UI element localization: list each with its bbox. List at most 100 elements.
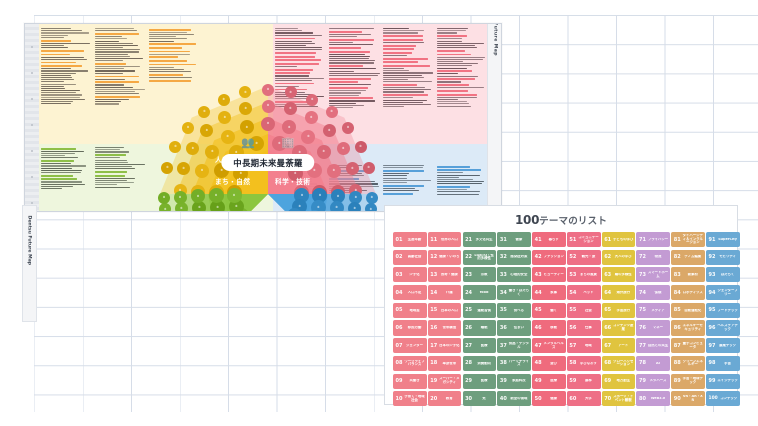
theme-chip[interactable]: 82 ゲノム編集 [671, 249, 705, 265]
theme-chip[interactable]: 96 ヘルスケアテック [706, 320, 740, 336]
theme-chip[interactable]: 70 スポーツ・イベント観戦 [601, 391, 636, 407]
theme-chip[interactable]: 08 ワークライフバランス [393, 355, 427, 371]
theme-chip[interactable]: 94 ジェンダーフリー [706, 285, 740, 301]
theme-chip[interactable]: 84 ロボティクス [671, 285, 705, 301]
theme-chip[interactable]: 57 地域 [566, 338, 601, 354]
theme-chip[interactable]: 98 宇宙 [706, 355, 740, 371]
theme-chip[interactable]: 34 働き・はたらく [497, 285, 531, 301]
theme-chip[interactable]: 97 農業テック [706, 338, 740, 354]
theme-list-panel[interactable]: 100テーマのリスト 01 生産年齢 11 世界の人口 21 多文化共生 31 健康 41 暮らす… [384, 205, 740, 407]
theme-chip[interactable]: 75 メディア [636, 302, 671, 318]
theme-chip[interactable]: 33 心理的安全 [497, 267, 531, 283]
theme-chip[interactable]: 24 food [462, 285, 497, 301]
theme-chip[interactable]: 67 アート [601, 338, 636, 354]
theme-chip[interactable]: 85 自動運転化 [671, 302, 705, 318]
theme-chip[interactable]: 37 食品・デジタル [497, 338, 531, 354]
theme-chip[interactable]: 03 少子化 [393, 267, 427, 283]
theme-chip[interactable]: 80 Web3.0 [636, 391, 671, 407]
theme-chip[interactable]: 29 医療 [462, 373, 497, 389]
theme-chip[interactable]: 54 ペット [566, 285, 601, 301]
theme-chip[interactable]: 68 グローバリゼーション [601, 355, 636, 371]
theme-chip[interactable]: 17 日本の少子化 [427, 338, 462, 354]
theme-chip[interactable]: 88 グリーンエネルギー [671, 355, 705, 371]
theme-chip[interactable]: 56 仕事 [566, 320, 601, 336]
theme-chip[interactable]: 45 働く [532, 302, 566, 318]
theme-chip[interactable]: 62 大人の学び [601, 249, 636, 265]
theme-chip[interactable]: 15 日本の人口 [427, 302, 462, 318]
theme-chip[interactable]: 66 コンテンツ産業 [601, 320, 636, 336]
theme-chip[interactable]: 86 エネルギーセキュリティ [671, 320, 705, 336]
theme-chip[interactable]: 38 パーソナライズ [497, 355, 531, 371]
theme-chip[interactable]: 09 共働き [393, 373, 427, 389]
theme-chip[interactable]: 04 人口不足 [393, 285, 427, 301]
theme-chip[interactable]: 28 消費動向 [462, 355, 497, 371]
theme-chip[interactable]: 50 健康 [532, 391, 566, 407]
theme-chip[interactable]: 35 食べる [497, 302, 531, 318]
theme-chip[interactable]: 42 ファッション [532, 249, 566, 265]
theme-chip[interactable]: 44 家事 [532, 285, 566, 301]
theme-chip[interactable]: 91 SuperCity [706, 232, 740, 248]
theme-chip[interactable]: 51 コミュニケーション [566, 232, 601, 248]
theme-chip[interactable]: 92 モビリティ [706, 249, 740, 265]
theme-chip[interactable]: 43 ビューティー [532, 267, 566, 283]
theme-chip[interactable]: 99 エイジテック [706, 373, 740, 389]
theme-chip[interactable]: 77 自然との共生 [636, 338, 671, 354]
theme-chip[interactable]: 20 教育 [427, 391, 462, 407]
theme-chip[interactable]: 18 単身世帯 [427, 355, 462, 371]
theme-chip[interactable]: 16 世帯構造 [427, 320, 462, 336]
theme-chip[interactable]: 74 保険 [636, 285, 671, 301]
future-map-poster[interactable]: ✻ ✻ ✻ ✻ ✻ ✻ ✻ ✻ ✻ ✻ ✻ ✻ ✻ ✻ ✻ ✻ ✻ ✻ ✻ ✻ ✻ ✻ ✻ ✻ ✻ ✻ ✻ ✻ ✻ ✻ ✻ ✻ ✻ ✻ ✻ ✻ ✻ ✻ ✻ ✻… [24, 23, 502, 212]
theme-chip[interactable]: 90 VR・AR・XR [671, 391, 705, 407]
theme-chip[interactable]: 65 宇宙旅行 [601, 302, 636, 318]
theme-chip[interactable]: 19 スーパー・メガシティ [427, 373, 462, 389]
theme-chip[interactable]: 02 高齢社会 [393, 249, 427, 265]
theme-chip[interactable]: 76 マネー [636, 320, 671, 336]
theme-chip[interactable]: 83 新素材 [671, 267, 705, 283]
theme-chip[interactable]: 95 フードテック [706, 302, 740, 318]
theme-chip[interactable]: 30 死 [462, 391, 497, 407]
theme-chip[interactable]: 100 コンテック [706, 391, 740, 407]
theme-chip[interactable]: 46 移動 [532, 320, 566, 336]
theme-chip[interactable]: 26 睡眠 [462, 320, 497, 336]
theme-chip[interactable]: 53 まちの風景 [566, 267, 601, 283]
theme-chip[interactable]: 22 LGBTQ・性的多様性 [462, 249, 497, 265]
theme-chip[interactable]: 23 宗教 [462, 267, 497, 283]
theme-chip[interactable]: 01 生産年齢 [393, 232, 427, 248]
theme-chip[interactable]: 21 多文化共生 [462, 232, 497, 248]
theme-chip[interactable]: 40 新型の領域 [497, 391, 531, 407]
theme-chip[interactable]: 14 介護 [427, 285, 462, 301]
theme-chip[interactable]: 69 地方創生 [601, 373, 636, 389]
theme-chip[interactable]: 89 宇宙・地球テック [671, 373, 705, 389]
theme-chip[interactable]: 81 ダイバーシティ＆インクルージョン [671, 232, 705, 248]
theme-chip[interactable]: 52 観光・旅 [566, 249, 601, 265]
theme-chip[interactable]: 93 はたらく [706, 267, 740, 283]
theme-chip[interactable]: 47 メンタルヘルス [532, 338, 566, 354]
theme-chip[interactable]: 61 子どもの学び [601, 232, 636, 248]
theme-chip[interactable]: 58 学びなおす [566, 355, 601, 371]
theme-chip[interactable]: 32 感染症対策 [497, 249, 531, 265]
theme-chip[interactable]: 41 暮らす [532, 232, 566, 248]
theme-chip[interactable]: 72 物流 [636, 249, 671, 265]
theme-chip[interactable]: 06 移民労働 [393, 320, 427, 336]
theme-chip[interactable]: 49 医療 [532, 373, 566, 389]
theme-chip[interactable]: 11 世界の人口 [427, 232, 462, 248]
theme-chip[interactable]: 59 農林 [566, 373, 601, 389]
theme-chip[interactable]: 13 長寿・健康 [427, 267, 462, 283]
theme-chip[interactable]: 12 健康・いのち [427, 249, 462, 265]
theme-chip[interactable]: 79 メタバース [636, 373, 671, 389]
theme-chip[interactable]: 87 量子コンピュータ [671, 338, 705, 354]
theme-chip[interactable]: 25 運動習慣 [462, 302, 497, 318]
theme-chip[interactable]: 27 医療 [462, 338, 497, 354]
theme-chip[interactable]: 10 子育て・地域社会 [393, 391, 427, 407]
theme-chip[interactable]: 07 ジェンダー [393, 338, 427, 354]
theme-chip[interactable]: 55 社会 [566, 302, 601, 318]
theme-chip[interactable]: 73 スマートホーム [636, 267, 671, 283]
theme-chip[interactable]: 63 職の多様性 [601, 267, 636, 283]
theme-chip[interactable]: 05 地域差 [393, 302, 427, 318]
theme-chip[interactable]: 36 住まい [497, 320, 531, 336]
theme-chip[interactable]: 71 プライバシー [636, 232, 671, 248]
theme-chip[interactable]: 78 AI [636, 355, 671, 371]
theme-chip[interactable]: 64 海外旅行 [601, 285, 636, 301]
theme-chip[interactable]: 48 遊び [532, 355, 566, 371]
theme-chip[interactable]: 31 健康 [497, 232, 531, 248]
